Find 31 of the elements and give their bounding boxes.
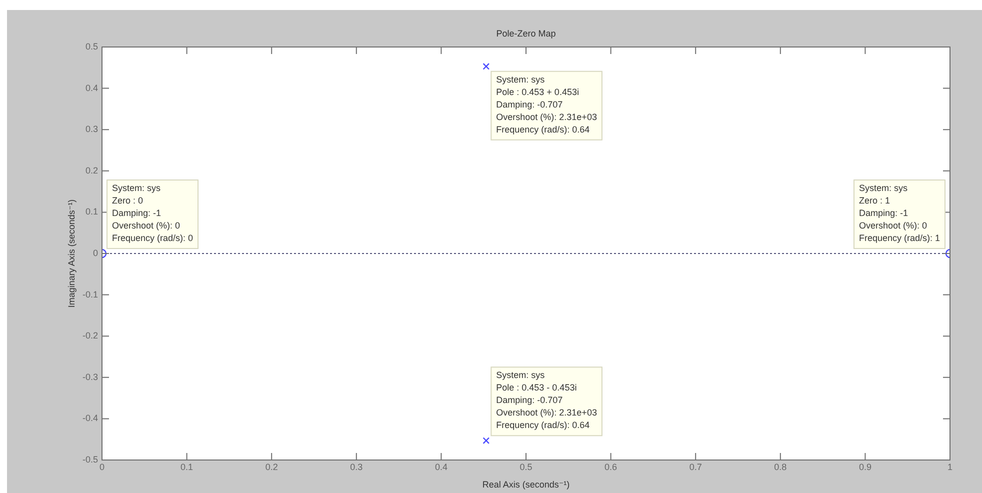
y-tick-label: -0.1 bbox=[82, 289, 98, 300]
x-tick-label: 0.3 bbox=[350, 462, 363, 472]
point bbox=[482, 437, 490, 444]
y-tick-label: 0 bbox=[92, 248, 98, 258]
x-tick-label: 0.6 bbox=[604, 462, 618, 472]
x-tick-label: 0.2 bbox=[265, 462, 278, 472]
x-tick-label: 0.9 bbox=[858, 462, 872, 472]
y-tick-label: -0.2 bbox=[82, 330, 98, 341]
x-tick-label: 0.7 bbox=[689, 462, 702, 472]
y-tick-label: 0.1 bbox=[85, 206, 98, 217]
y-tick-label: 0.5 bbox=[85, 41, 98, 52]
annotation: System: sys Pole : 0.453 + 0.453i Damping: -0.707 Overshoot (%): 2.31e+03 Frequency (rad/s): 0.64 bbox=[496, 74, 597, 134]
x-tick-label: 1 bbox=[947, 462, 953, 472]
x-tick-label: 0 bbox=[99, 462, 105, 472]
y-tick-label: 0.3 bbox=[85, 124, 98, 134]
point bbox=[482, 62, 490, 70]
chart-title: Pole-Zero Map bbox=[496, 28, 556, 38]
annotation: System: sys Zero : 0 Damping: -1 Overshoot (%): 0 Frequency (rad/s): 0 bbox=[112, 182, 194, 243]
x-tick-label: 0.1 bbox=[180, 462, 194, 472]
x-tick-label: 0.4 bbox=[434, 462, 448, 472]
y-tick-label: 0.2 bbox=[85, 165, 98, 176]
y-axis-title: Imaginary Axis (seconds⁻¹) bbox=[66, 199, 76, 308]
annotation: System: sys Pole : 0.453 - 0.453i Damping: -0.707 Overshoot (%): 2.31e+03 Frequency (rad/s): 0.64 bbox=[496, 370, 597, 430]
x-tick-label: 0.5 bbox=[520, 462, 532, 472]
x-tick-label: 0.8 bbox=[774, 462, 787, 472]
x-axis-title: Real Axis (seconds⁻¹) bbox=[482, 479, 570, 490]
y-tick-label: -0.4 bbox=[82, 413, 98, 424]
y-tick-label: -0.5 bbox=[82, 454, 98, 464]
y-tick-label: -0.3 bbox=[82, 372, 98, 382]
y-tick-label: 0.4 bbox=[85, 82, 98, 93]
annotation: System: sys Zero : 1 Damping: -1 Overshoot (%): 0 Frequency (rad/s): 1 bbox=[858, 182, 940, 243]
